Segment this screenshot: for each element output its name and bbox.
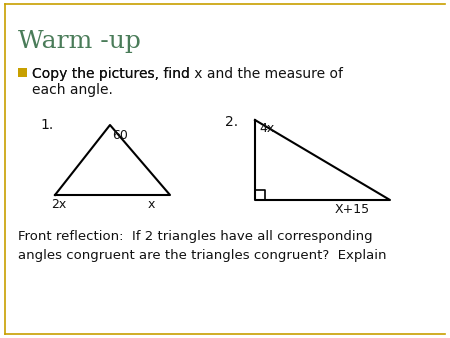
Text: 1.: 1. bbox=[40, 118, 53, 132]
Bar bbox=[18, 68, 27, 77]
Text: Copy the pictures, find x and the measure of
each angle.: Copy the pictures, find x and the measur… bbox=[32, 67, 343, 97]
Text: 2.: 2. bbox=[225, 115, 238, 129]
Text: Copy the pictures, find: Copy the pictures, find bbox=[32, 67, 194, 81]
Text: X+15: X+15 bbox=[335, 203, 370, 216]
Text: Front reflection:  If 2 triangles have all corresponding
angles congruent are th: Front reflection: If 2 triangles have al… bbox=[18, 230, 387, 262]
Text: 4x: 4x bbox=[259, 122, 274, 135]
Text: 2x: 2x bbox=[51, 198, 66, 211]
Text: x: x bbox=[148, 198, 155, 211]
Text: 60: 60 bbox=[112, 129, 128, 142]
Text: Warm -up: Warm -up bbox=[18, 30, 141, 53]
